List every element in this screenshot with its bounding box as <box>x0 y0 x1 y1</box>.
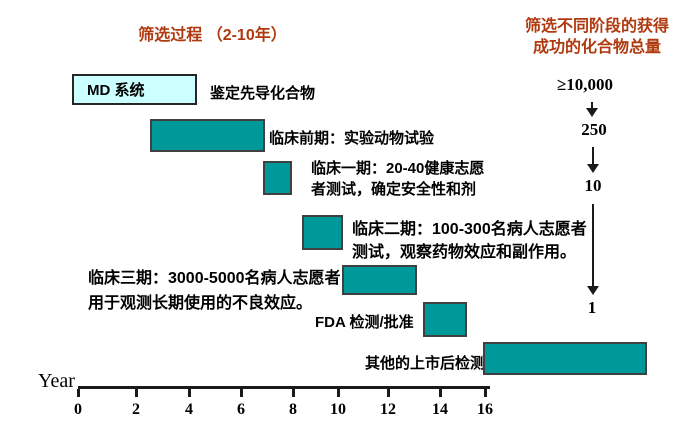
phase2-label-line1: 临床二期：100-300名病人志愿者 <box>352 221 587 238</box>
stage-label-fda: FDA 检测/批准 <box>315 314 414 331</box>
funnel-value-approved: 1 <box>587 298 597 317</box>
axis-tick <box>387 389 390 397</box>
axis-tick <box>77 389 80 397</box>
axis-tick <box>292 389 295 397</box>
axis-tick <box>188 389 191 397</box>
md-system-box: MD 系统 <box>72 74 197 105</box>
bar-phase2 <box>302 215 343 250</box>
axis-tick-label: 10 <box>330 401 346 418</box>
axis-tick-label: 8 <box>289 401 297 418</box>
stage-label-preclinical: 临床前期：实验动物试验 <box>269 130 435 147</box>
phase1-label-line1: 临床一期：20-40健康志愿 <box>311 160 485 177</box>
axis-tick-label: 4 <box>185 401 193 418</box>
axis-tick <box>337 389 340 397</box>
axis-tick <box>135 389 138 397</box>
stage-label-post-market: 其他的上市后检测 <box>365 355 486 372</box>
screening-process-title: 筛选过程 （2-10年） <box>138 27 287 44</box>
bar-phase3 <box>342 265 417 295</box>
stage-label-phase2: 临床二期：100-300名病人志愿者 测试，观察药物效应和副作用。 <box>352 218 587 264</box>
down-arrow-icon <box>587 164 599 173</box>
funnel-title-line2: 成功的化合物总量 <box>532 39 661 56</box>
down-arrow-icon <box>591 102 593 109</box>
stage-label-lead-identification: 鉴定先导化合物 <box>210 85 316 102</box>
funnel-title: 筛选不同阶段的获得 成功的化合物总量 <box>512 16 682 58</box>
stage-label-phase1: 临床一期：20-40健康志愿 者测试，确定安全性和剂 <box>311 158 484 200</box>
md-system-label: MD 系统 <box>87 82 145 99</box>
bar-phase1 <box>263 161 292 195</box>
axis-tick-label: 14 <box>432 401 448 418</box>
funnel-title-line1: 筛选不同阶段的获得 <box>524 18 669 35</box>
axis-tick-label: 12 <box>380 401 396 418</box>
axis-tick <box>439 389 442 397</box>
axis-tick <box>240 389 243 397</box>
axis-title: Year <box>38 370 75 392</box>
bar-post-market <box>483 342 647 375</box>
axis-tick-label: 16 <box>477 401 493 418</box>
funnel-value-preclinical: 250 <box>581 120 607 139</box>
x-axis-line <box>78 386 490 389</box>
down-arrow-icon <box>592 204 594 288</box>
phase1-label-line2: 者测试，确定安全性和剂 <box>311 181 477 198</box>
bar-preclinical <box>150 119 265 152</box>
axis-tick-label: 0 <box>74 401 82 418</box>
axis-tick <box>484 389 487 397</box>
phase3-label-line2: 用于观测长期使用的不良效应。 <box>88 295 313 312</box>
down-arrow-icon <box>587 286 599 295</box>
bar-fda <box>423 302 467 337</box>
phase3-label-line1: 临床三期：3000-5000名病人志愿者， <box>88 270 357 287</box>
funnel-value-initial: ≥10,000 <box>556 75 614 94</box>
down-arrow-icon <box>586 108 598 117</box>
funnel-value-clinical: 10 <box>584 176 602 195</box>
axis-tick-label: 6 <box>237 401 245 418</box>
stage-label-phase3: 临床三期：3000-5000名病人志愿者， 用于观测长期使用的不良效应。 <box>88 266 357 316</box>
down-arrow-icon <box>592 147 594 166</box>
phase2-label-line2: 测试，观察药物效应和副作用。 <box>352 244 577 261</box>
axis-tick-label: 2 <box>132 401 140 418</box>
